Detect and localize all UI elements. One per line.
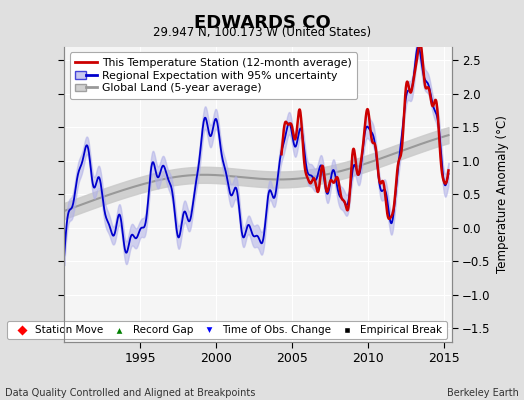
Y-axis label: Temperature Anomaly (°C): Temperature Anomaly (°C)	[496, 115, 509, 273]
Text: 29.947 N, 100.173 W (United States): 29.947 N, 100.173 W (United States)	[153, 26, 371, 39]
Legend: Station Move, Record Gap, Time of Obs. Change, Empirical Break: Station Move, Record Gap, Time of Obs. C…	[7, 321, 446, 339]
Text: Data Quality Controlled and Aligned at Breakpoints: Data Quality Controlled and Aligned at B…	[5, 388, 256, 398]
Text: EDWARDS CO: EDWARDS CO	[194, 14, 330, 32]
Text: Berkeley Earth: Berkeley Earth	[447, 388, 519, 398]
